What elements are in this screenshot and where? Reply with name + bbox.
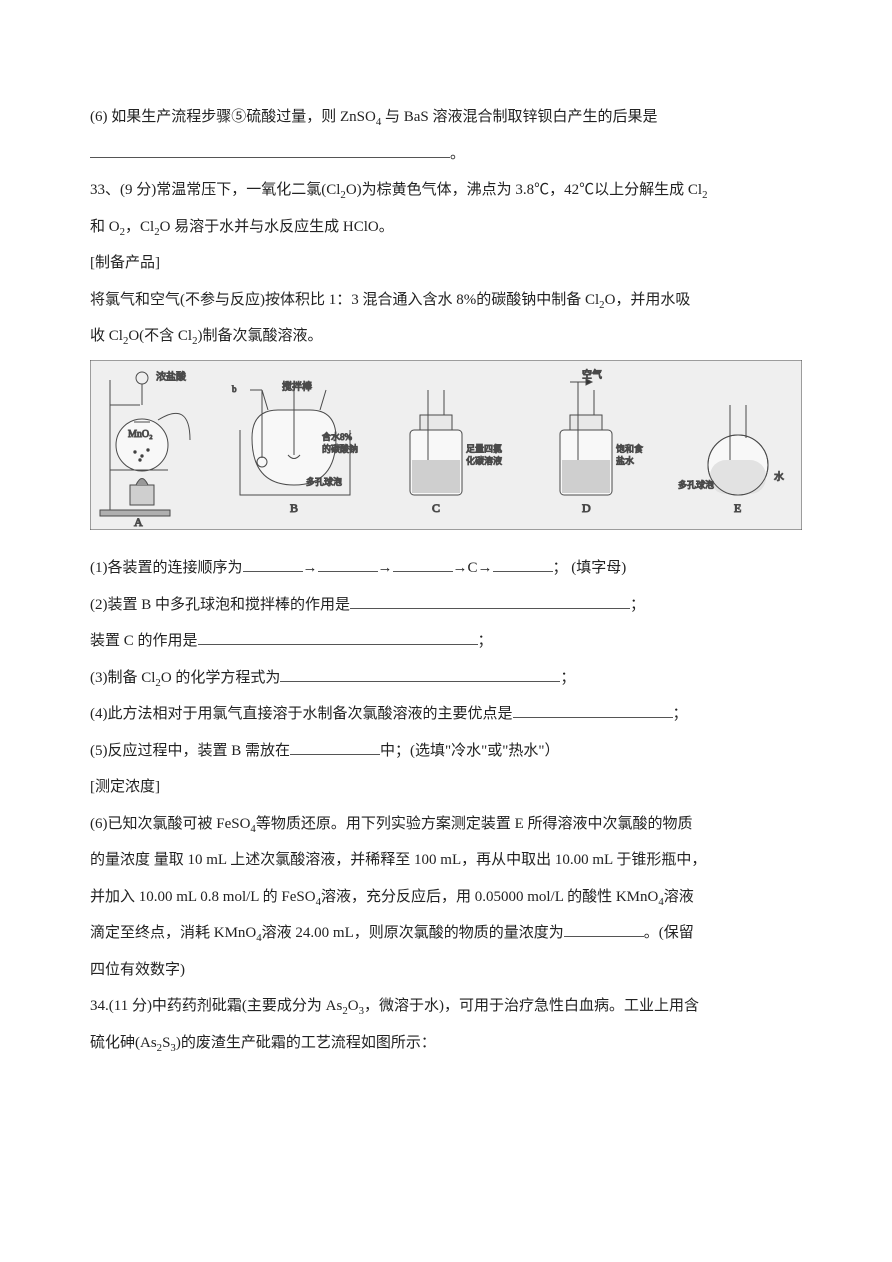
q34-2: 硫化砷(As2S3)的废渣生产砒霜的工艺流程如图所示： <box>90 1026 802 1061</box>
text: 和 O <box>90 219 120 235</box>
text: 四位有效数字) <box>90 962 185 978</box>
text: ； (填字母) <box>553 560 627 576</box>
text: [制备产品] <box>90 255 160 271</box>
label-D: D <box>582 501 591 515</box>
q33-6a: (6)已知次氯酸可被 FeSO4等物质还原。用下列实验方案测定装置 E 所得溶液… <box>90 807 802 842</box>
text: (5)反应过程中，装置 B 需放在 <box>90 743 290 759</box>
label-duokongqiupao2: 多孔球泡 <box>678 479 714 490</box>
blank[interactable] <box>243 554 303 572</box>
q33-section-measure: [测定浓度] <box>90 770 802 805</box>
q33-1: (1)各装置的连接顺序为→→→C→； (填字母) <box>90 551 802 586</box>
text: O)为棕黄色气体，沸点为 3.8℃，42℃以上分解生成 Cl <box>346 182 702 198</box>
text: ，Cl <box>125 219 154 235</box>
svg-text:足量四氯: 足量四氯 <box>466 443 502 454</box>
text: ，微溶于水)，可用于治疗急性白血病。工业上用含 <box>364 998 699 1014</box>
q33-6c: 并加入 10.00 mL 0.8 mol/L 的 FeSO4溶液，充分反应后，用… <box>90 880 802 915</box>
text: 的量浓度 量取 10 mL 上述次氯酸溶液，并稀释至 100 mL，再从中取出 … <box>90 852 706 868</box>
q33-5: (5)反应过程中，装置 B 需放在 中；(选填"冷水"或"热水"） <box>90 734 802 769</box>
svg-text:的碳酸钠: 的碳酸钠 <box>322 443 358 454</box>
label-nongyansuan: 浓盐酸 <box>156 370 186 383</box>
text: 并加入 10.00 mL 0.8 mol/L 的 FeSO <box>90 889 316 905</box>
blank[interactable] <box>393 554 453 572</box>
text: 滴定至终点，消耗 KMnO <box>90 925 256 941</box>
label-B: B <box>290 501 298 515</box>
label-jiaobanbang: 搅拌棒 <box>282 380 312 393</box>
text: 溶液，充分反应后，用 0.05000 mol/L 的酸性 KMnO <box>321 889 658 905</box>
text: 中；(选填"冷水"或"热水"） <box>380 743 560 759</box>
q33-2b: 装置 C 的作用是 ； <box>90 624 802 659</box>
text: 溶液 24.00 mL，则原次氯酸的物质的量浓度为 <box>262 925 564 941</box>
text: 与 BaS 溶液混合制取锌钡白产生的后果是 <box>381 109 657 125</box>
text: )制备次氯酸溶液。 <box>198 328 323 344</box>
text: (6)已知次氯酸可被 FeSO <box>90 816 250 832</box>
q33-6b: 的量浓度 量取 10 mL 上述次氯酸溶液，并稀释至 100 mL，再从中取出 … <box>90 843 802 878</box>
label-A: A <box>134 515 143 529</box>
q33-prep-2: 收 Cl2O(不含 Cl2)制备次氯酸溶液。 <box>90 319 802 354</box>
q33-6e: 四位有效数字) <box>90 953 802 988</box>
label-MnO2: MnO₂ <box>128 429 153 440</box>
text: →C→ <box>453 560 493 576</box>
text: ； <box>630 597 645 613</box>
q33-2a: (2)装置 B 中多孔球泡和搅拌棒的作用是 ； <box>90 588 802 623</box>
svg-text:盐水: 盐水 <box>616 455 634 466</box>
blank[interactable] <box>90 140 450 158</box>
text: (1)各装置的连接顺序为 <box>90 560 243 576</box>
blank[interactable] <box>493 554 553 572</box>
text: 将氯气和空气(不参与反应)按体积比 1：3 混合通入含水 8%的碳酸钠中制备 C… <box>90 292 599 308</box>
text: ； <box>560 670 575 686</box>
q33-prep-1: 将氯气和空气(不参与反应)按体积比 1：3 混合通入含水 8%的碳酸钠中制备 C… <box>90 283 802 318</box>
label-kongqi: 空气 <box>582 368 602 381</box>
text: O，并用水吸 <box>605 292 691 308</box>
blank[interactable] <box>564 919 644 937</box>
q33-3: (3)制备 Cl2O 的化学方程式为； <box>90 661 802 696</box>
text: O 易溶于水并与水反应生成 HClO。 <box>160 219 394 235</box>
label-shui: 水 <box>774 471 784 483</box>
q33-intro-1: 33、(9 分)常温常压下，一氧化二氯(Cl2O)为棕黄色气体，沸点为 3.8℃… <box>90 173 802 208</box>
text: O(不含 Cl <box>128 328 192 344</box>
svg-text:化碳溶液: 化碳溶液 <box>466 455 502 466</box>
text: )的废渣生产砒霜的工艺流程如图所示： <box>176 1035 436 1051</box>
label-C: C <box>432 501 440 515</box>
q33-4: (4)此方法相对于用氯气直接溶于水制备次氯酸溶液的主要优点是 ； <box>90 697 802 732</box>
svg-text:饱和食: 饱和食 <box>616 443 643 454</box>
apparatus-diagram: 浓盐酸 MnO₂ A 搅拌棒 b 含水8% 的碳酸钠 <box>90 360 802 530</box>
text: 收 Cl <box>90 328 123 344</box>
svg-text:b: b <box>232 384 237 394</box>
blank[interactable] <box>513 700 673 718</box>
text: 34.(11 分)中药药剂砒霜(主要成分为 As <box>90 998 342 1014</box>
text: 等物质还原。用下列实验方案测定装置 E 所得溶液中次氯酸的物质 <box>256 816 693 832</box>
blank[interactable] <box>280 664 560 682</box>
label-duokongqiupao: 多孔球泡 <box>306 476 342 487</box>
blank[interactable] <box>318 554 378 572</box>
text: ； <box>478 633 493 649</box>
text: (2)装置 B 中多孔球泡和搅拌棒的作用是 <box>90 597 350 613</box>
text: 溶液 <box>664 889 694 905</box>
text: [测定浓度] <box>90 779 160 795</box>
text: O <box>348 998 359 1014</box>
q33-section-prep: [制备产品] <box>90 246 802 281</box>
text: 装置 C 的作用是 <box>90 633 198 649</box>
label-hanshui: 含水8% <box>322 431 353 442</box>
text: 33、(9 分)常温常压下，一氧化二氯(Cl <box>90 182 340 198</box>
blank[interactable] <box>290 737 380 755</box>
blank[interactable] <box>350 591 630 609</box>
blank[interactable] <box>198 627 478 645</box>
q33-6d: 滴定至终点，消耗 KMnO4溶液 24.00 mL，则原次氯酸的物质的量浓度为。… <box>90 916 802 951</box>
text: ； <box>673 706 688 722</box>
text: (6) 如果生产流程步骤⑤硫酸过量，则 ZnSO <box>90 109 376 125</box>
label-E: E <box>734 501 741 515</box>
q33-intro-2: 和 O2，Cl2O 易溶于水并与水反应生成 HClO。 <box>90 210 802 245</box>
text: 。(保留 <box>644 925 694 941</box>
text: (4)此方法相对于用氯气直接溶于水制备次氯酸溶液的主要优点是 <box>90 706 513 722</box>
text: 硫化砷(As <box>90 1035 157 1051</box>
q34-1: 34.(11 分)中药药剂砒霜(主要成分为 As2O3，微溶于水)，可用于治疗急… <box>90 989 802 1024</box>
q32-6-line1: (6) 如果生产流程步骤⑤硫酸过量，则 ZnSO4 与 BaS 溶液混合制取锌钡… <box>90 100 802 135</box>
text: O 的化学方程式为 <box>161 670 281 686</box>
text: (3)制备 Cl <box>90 670 155 686</box>
q32-6-line2: 。 <box>90 137 802 172</box>
